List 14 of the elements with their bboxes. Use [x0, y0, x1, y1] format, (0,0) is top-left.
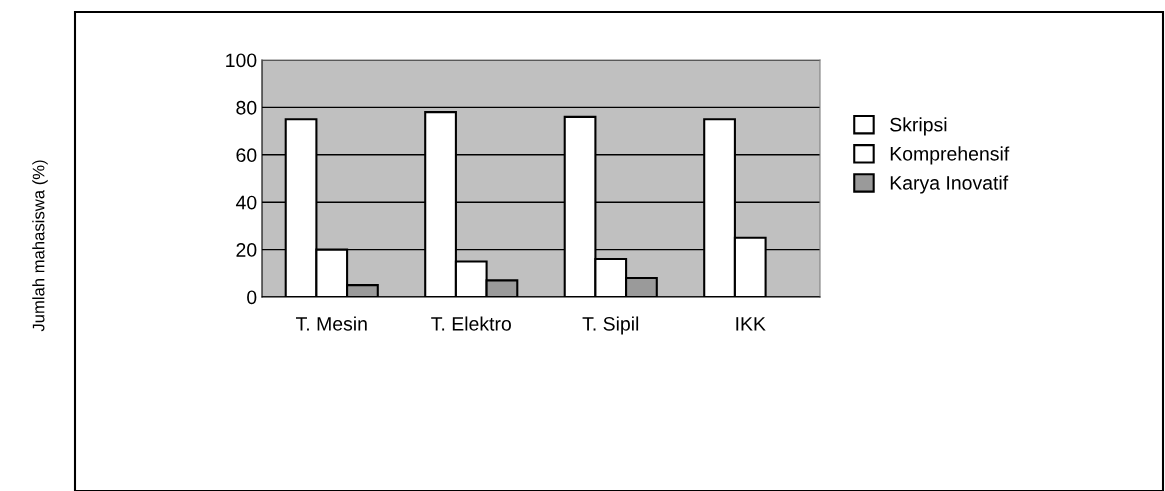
y-tick-label: 20 [236, 243, 257, 257]
y-tick-label: 60 [236, 148, 257, 163]
y-tick-label: 40 [235, 195, 257, 210]
legend-label: Komprehensif [890, 146, 1010, 165]
y-tick-label: 0 [247, 290, 257, 305]
y-tick-label: 80 [236, 100, 257, 115]
x-tick-label: T. Mesin [296, 316, 367, 331]
text: Jumlah mahasiswa (%) [32, 160, 48, 332]
x-tick-label: IKK [736, 317, 766, 331]
y-tick-label: 100 [226, 53, 257, 68]
x-tick-label: T. Elektro [431, 316, 511, 331]
x-tick-label: T. Sipil [582, 316, 639, 335]
legend-label: Skripsi [890, 117, 947, 136]
legend-label: Karya Inovatif [890, 175, 1009, 194]
